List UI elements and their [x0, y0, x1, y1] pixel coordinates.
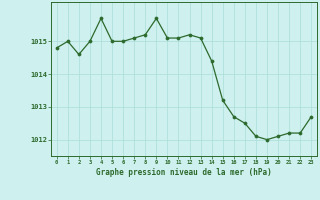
X-axis label: Graphe pression niveau de la mer (hPa): Graphe pression niveau de la mer (hPa): [96, 168, 272, 177]
